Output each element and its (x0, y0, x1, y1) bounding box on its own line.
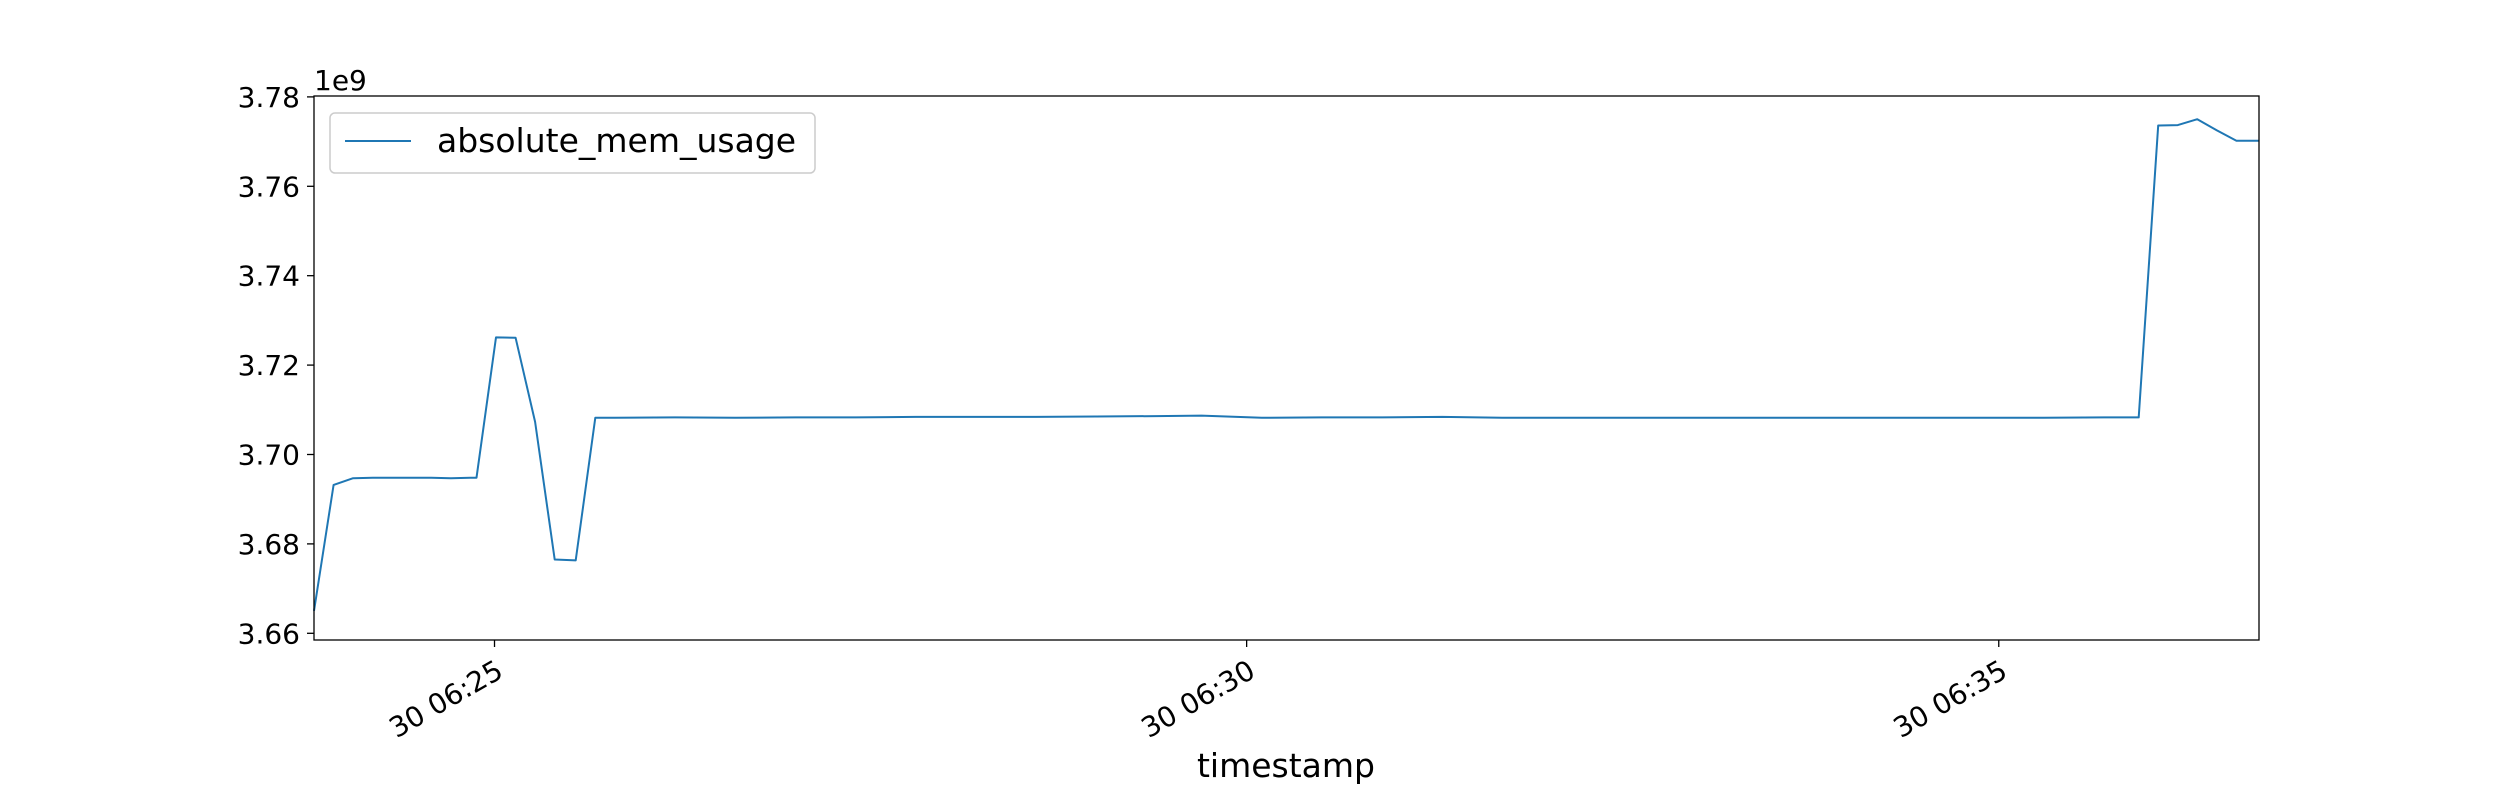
x-tick-label: 30 06:35 (1888, 653, 2013, 744)
legend-label: absolute_mem_usage (437, 121, 796, 160)
y-tick-label: 3.70 (238, 438, 300, 471)
x-tick-label: 30 06:25 (383, 653, 508, 744)
y-offset-label: 1e9 (314, 64, 367, 97)
y-tick-label: 3.66 (238, 617, 300, 650)
y-tick-label: 3.76 (238, 170, 300, 203)
x-tick-label: 30 06:30 (1136, 653, 1261, 744)
legend: absolute_mem_usage (329, 112, 816, 174)
y-tick-label: 3.74 (238, 260, 300, 293)
y-tick-label: 3.72 (238, 349, 300, 382)
x-axis: 30 06:25 30 06:30 30 06:35 (383, 640, 2013, 745)
plot-area (314, 96, 2259, 640)
y-axis: 3.66 3.68 3.70 3.72 3.74 3.76 3.78 (238, 81, 314, 650)
y-tick-label: 3.68 (238, 528, 300, 561)
x-axis-title: timestamp (1197, 746, 1375, 785)
series-line-0 (313, 118, 2259, 612)
legend-frame (329, 112, 816, 174)
plot-frame (313, 95, 2260, 641)
y-tick-label: 3.78 (238, 81, 300, 114)
series-layer (313, 118, 2259, 612)
